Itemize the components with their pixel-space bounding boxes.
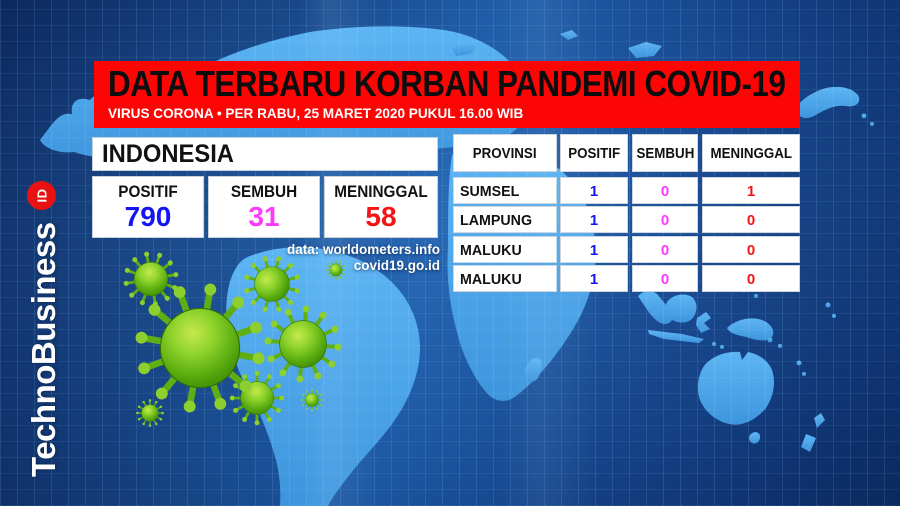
table-row-positif: 1 [560, 177, 628, 204]
region-title: INDONESIA [102, 140, 234, 168]
data-source: data: worldometers.info covid19.go.id [240, 242, 440, 274]
data-source-line1: data: worldometers.info [286, 242, 440, 257]
table-row-meninggal: 0 [702, 206, 800, 233]
table-row-meninggal: 0 [702, 236, 800, 263]
table-row-sembuh: 0 [632, 177, 698, 204]
stat-positif-label: POSITIF [118, 182, 178, 201]
table-row-sembuh: 0 [632, 236, 698, 263]
col-header-meninggal: MENINGGAL [702, 134, 800, 172]
stat-positif: POSITIF 790 [92, 176, 204, 238]
table-row-province: SUMSEL [453, 177, 557, 204]
col-header-sembuh: SEMBUH [632, 134, 698, 172]
table-row-meninggal: 0 [702, 265, 800, 292]
table-row-positif: 1 [560, 265, 628, 292]
brand-logo: TechnoBusiness [25, 222, 62, 477]
brand-id-label: ID [34, 188, 49, 203]
table-row-province: MALUKU [453, 236, 557, 263]
stat-sembuh: SEMBUH 31 [208, 176, 320, 238]
col-header-positif: POSITIF [560, 134, 628, 172]
table-row-province: MALUKU [453, 265, 557, 292]
col-header-provinsi: PROVINSI [453, 134, 557, 172]
stat-sembuh-value: 31 [248, 201, 280, 232]
table-row-province: LAMPUNG [453, 206, 557, 233]
headline-title: DATA TERBARU KORBAN PANDEMI COVID-19 [108, 63, 786, 104]
table-row-positif: 1 [560, 206, 628, 233]
table-row-meninggal: 1 [702, 177, 800, 204]
stat-positif-value: 790 [124, 201, 172, 232]
region-box: INDONESIA [92, 137, 438, 171]
table-row-sembuh: 0 [632, 265, 698, 292]
table-row-sembuh: 0 [632, 206, 698, 233]
stat-meninggal: MENINGGAL 58 [324, 176, 438, 238]
table-row-positif: 1 [560, 236, 628, 263]
brand-id-badge: ID [27, 181, 56, 210]
data-source-line2: covid19.go.id [353, 258, 440, 273]
stat-meninggal-label: MENINGGAL [334, 182, 428, 201]
headline-banner: DATA TERBARU KORBAN PANDEMI COVID-19 VIR… [94, 61, 800, 128]
headline-subtitle: VIRUS CORONA • PER RABU, 25 MARET 2020 P… [108, 105, 524, 121]
stat-meninggal-value: 58 [365, 201, 397, 232]
stat-sembuh-label: SEMBUH [230, 182, 298, 201]
